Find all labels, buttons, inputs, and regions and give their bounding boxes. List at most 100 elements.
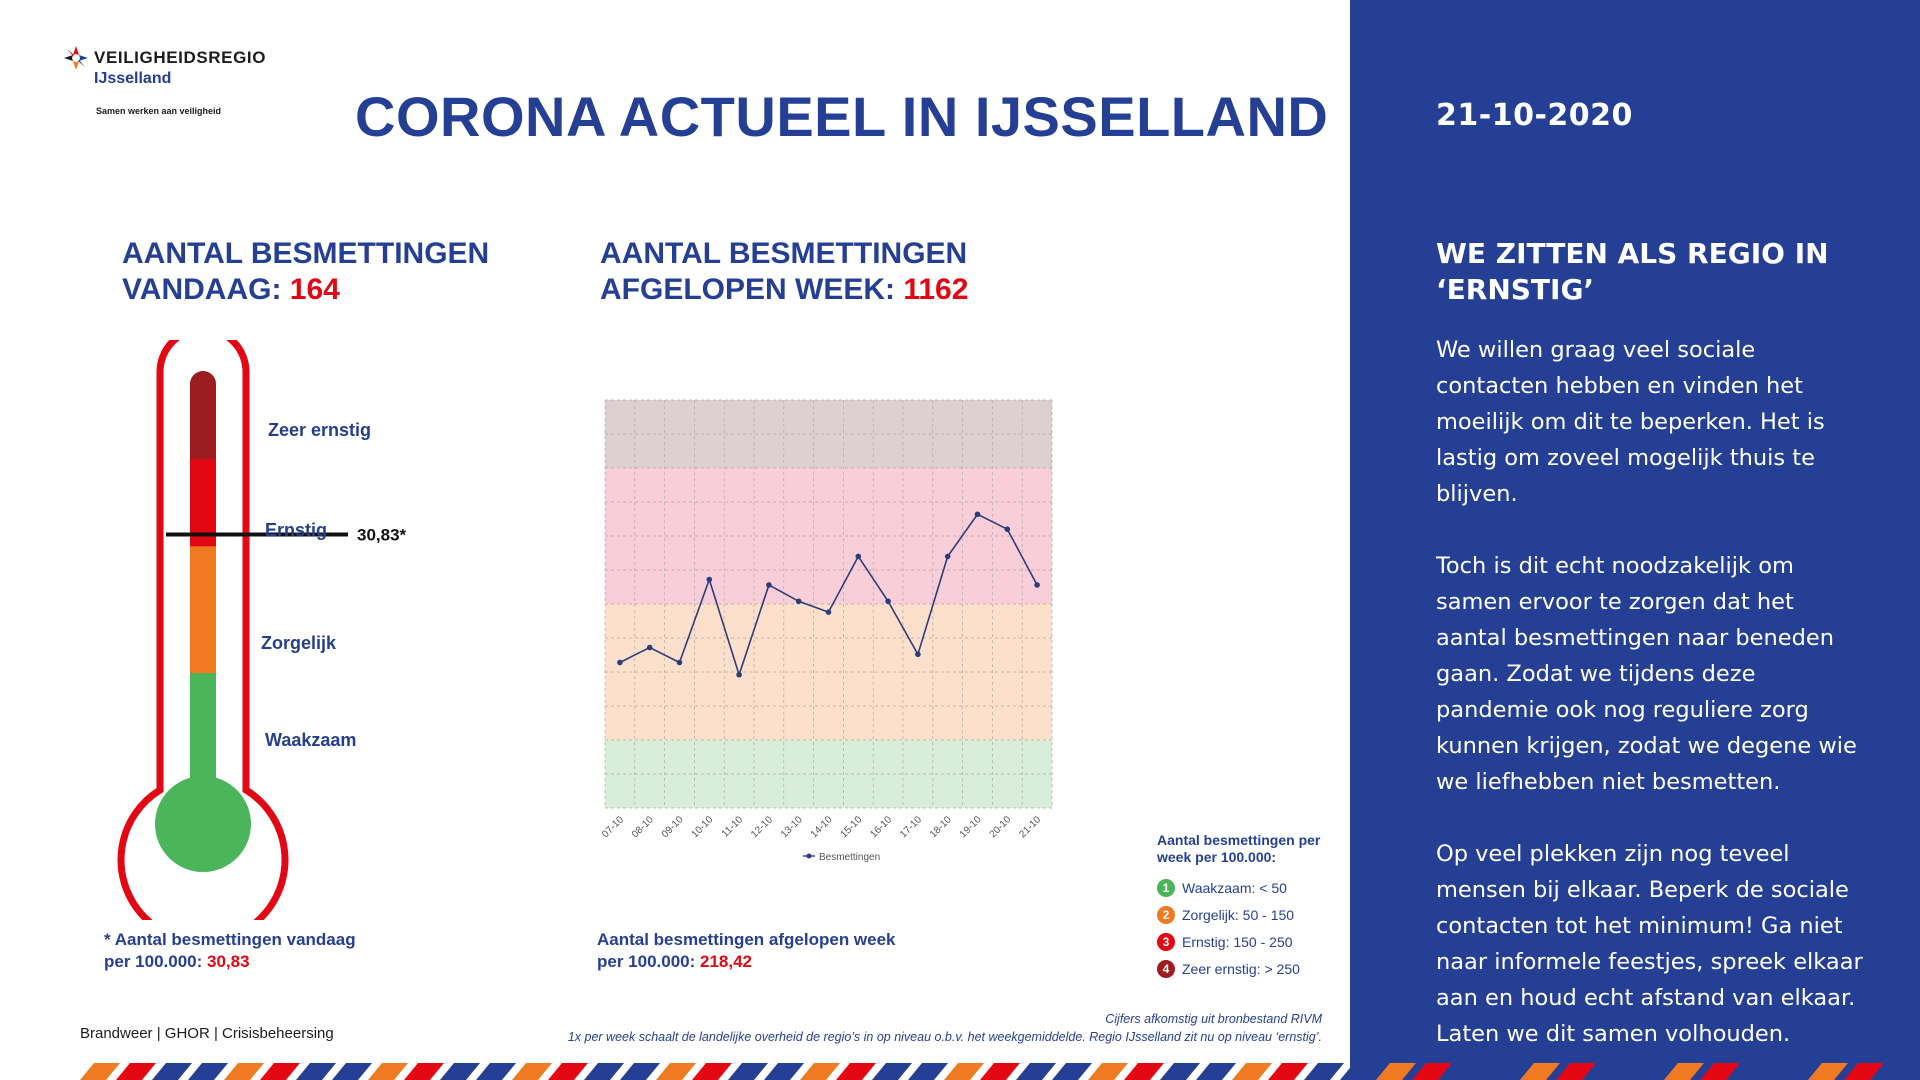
legend-item-label: Zorgelijk: 50 - 150: [1182, 906, 1295, 923]
data-point: [617, 659, 623, 666]
stripe-segment: [296, 1063, 336, 1080]
stripe-segment: [1484, 1063, 1524, 1080]
week-chart: 07-10 08-10 09-10 10-10 11-10 12-10 13-10 14-10…: [590, 375, 1070, 875]
stripe-segment: [1196, 1063, 1236, 1080]
right-panel-paragraph: Op veel plekken zijn nog teveel mensen b…: [1436, 841, 1863, 1047]
logo-name: VEILIGHEIDSREGIO: [94, 48, 267, 67]
x-tick-label: 19-10: [958, 814, 984, 840]
stripe-segment: [656, 1063, 696, 1080]
level-label-zorgelijk: Zorgelijk: [261, 633, 337, 653]
stripe-segment: [404, 1063, 444, 1080]
data-point: [766, 582, 772, 588]
stripe-segment: [80, 1063, 120, 1080]
x-tick-label: 21-10: [1017, 814, 1043, 840]
stripe-segment: [1628, 1063, 1668, 1080]
legend-item-label: Zeer ernstig: > 250: [1182, 960, 1300, 977]
legend-item: 3 Ernstig: 150 - 250: [1157, 928, 1337, 955]
stripe-segment: [1736, 1063, 1776, 1080]
data-point: [795, 598, 802, 605]
stripe-segment: [1592, 1063, 1632, 1080]
week-note-prefix: per 100.000:: [597, 952, 701, 971]
stripe-segment: [260, 1063, 300, 1080]
level-label-zeer-ernstig: Zeer ernstig: [268, 420, 372, 440]
x-tick-label: 09-10: [660, 814, 686, 840]
today-value: 164: [289, 273, 340, 306]
stripe-segment: [728, 1063, 768, 1080]
today-note-line2: per 100.000: 30,83: [104, 951, 356, 973]
week-note: Aantal besmettingen afgelopen week per 1…: [597, 929, 896, 973]
legend-number-badge: 3: [1157, 932, 1175, 951]
data-point: [885, 598, 891, 605]
legend-title: Aantal besmettingen per week per 100.000…: [1157, 832, 1321, 865]
data-point: [974, 511, 981, 518]
decorative-stripe-border: [80, 1063, 1920, 1080]
right-panel-paragraph: Toch is dit echt noodzakelijk om samen e…: [1436, 553, 1857, 795]
week-chart-svg: 07-10 08-10 09-10 10-10 11-10 12-10 13-10 14-10…: [600, 399, 1053, 863]
stripe-segment: [692, 1063, 732, 1080]
stripe-segment: [1160, 1063, 1200, 1080]
stripe-segment: [620, 1063, 660, 1080]
stripe-segment: [908, 1063, 948, 1080]
stripe-segment: [1340, 1063, 1380, 1080]
stripe-segment: [1448, 1063, 1488, 1080]
stripe-segment: [944, 1063, 984, 1080]
stripe-segment: [584, 1063, 624, 1080]
today-title-prefix: VANDAAG:: [122, 273, 290, 306]
x-tick-label: 10-10: [690, 814, 716, 840]
stripe-segment: [116, 1063, 156, 1080]
today-note-prefix: per 100.000:: [104, 952, 208, 971]
data-point: [706, 576, 713, 583]
chart-legend-marker: [806, 853, 812, 859]
x-tick-label: 08-10: [630, 814, 656, 840]
x-tick-label: 11-10: [720, 814, 746, 840]
data-point: [676, 659, 683, 666]
today-title-line2: VANDAAG: 164: [122, 272, 489, 308]
week-title: AANTAL BESMETTINGEN AFGELOPEN WEEK: 1162: [600, 236, 968, 308]
stripe-segment: [1880, 1063, 1920, 1080]
data-point: [825, 609, 832, 615]
x-tick-label: 16-10: [868, 814, 894, 840]
level-label-ernstig: Ernstig: [265, 520, 328, 540]
x-tick-label: 17-10: [898, 814, 924, 840]
stripe-segment: [332, 1063, 372, 1080]
stripe-segment: [1520, 1063, 1560, 1080]
stripe-segment: [1124, 1063, 1164, 1080]
x-tick-label: 20-10: [988, 814, 1014, 840]
data-point: [944, 553, 951, 560]
week-note-line2: per 100.000: 218,42: [597, 951, 896, 973]
thermometer-graphic: 30,83*: [117, 325, 407, 946]
legend-item-label: Ernstig: 150 - 250: [1182, 933, 1293, 950]
stripe-segment: [1304, 1063, 1344, 1080]
stripe-segment: [1052, 1063, 1092, 1080]
footer-source-note: Cijfers afkomstig uit bronbestand RIVM 1…: [568, 1010, 1322, 1046]
stripe-segment: [188, 1063, 228, 1080]
stripe-segment: [476, 1063, 516, 1080]
stripe-segment: [836, 1063, 876, 1080]
stripe-segment: [548, 1063, 588, 1080]
stripe-segment: [1772, 1063, 1812, 1080]
stripe-segment: [1916, 1075, 1920, 1080]
data-point: [915, 651, 921, 658]
x-tick-label: 15-10: [839, 814, 865, 840]
today-note: * Aantal besmettingen vandaag per 100.00…: [104, 929, 356, 973]
week-note-line1: Aantal besmettingen afgelopen week: [597, 930, 896, 949]
x-tick-label: 13-10: [779, 814, 805, 840]
thermometer-bulb: [155, 776, 251, 872]
logo-tagline: Samen werken aan veiligheid: [96, 106, 222, 116]
data-point: [855, 553, 862, 560]
level-label-waakzaam: Waakzaam: [265, 730, 357, 750]
x-tick-label: 07-10: [600, 814, 626, 840]
stripe-segment: [1844, 1063, 1884, 1080]
level-legend: Aantal besmettingen per week per 100.000…: [1157, 832, 1337, 982]
stripe-segment: [1700, 1063, 1740, 1080]
stripe-segment: [1412, 1063, 1452, 1080]
chart-legend-label: Besmettingen: [819, 852, 880, 863]
stripe-segment: [1376, 1063, 1416, 1080]
week-note-value: 218,42: [700, 952, 753, 971]
stripe-segment: [512, 1063, 552, 1080]
thermometer-segment-cap: [190, 371, 216, 397]
data-point: [646, 644, 653, 651]
legend-item: 1 Waakzaam: < 50: [1157, 874, 1337, 901]
footer-organisations: Brandweer | GHOR | Crisisbeheersing: [80, 1025, 334, 1042]
stripe-segment: [1664, 1063, 1704, 1080]
